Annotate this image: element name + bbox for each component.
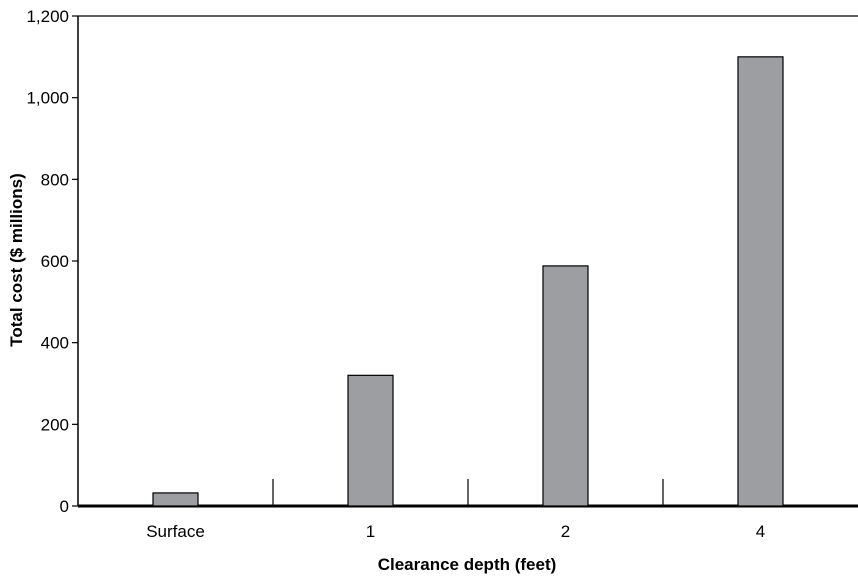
x-tick-label: 2: [561, 522, 570, 541]
y-tick-label: 0: [60, 497, 69, 516]
x-axis-title: Clearance depth (feet): [378, 555, 557, 574]
x-tick-label: 1: [366, 522, 375, 541]
y-tick-label: 600: [41, 252, 69, 271]
y-axis-ticks: 0 200 400 600 800 1,000 1,200: [26, 7, 78, 516]
y-tick-label: 1,200: [26, 7, 69, 26]
chart-bars: [152, 56, 784, 507]
y-tick-label: 1,000: [26, 89, 69, 108]
y-axis-title: Total cost ($ millions): [7, 173, 26, 346]
x-axis-ticks: Surface 1 2 4: [146, 479, 765, 541]
y-tick-label: 800: [41, 170, 69, 189]
bar-4: [737, 56, 784, 507]
bar-1: [347, 374, 394, 507]
x-tick-label: Surface: [146, 522, 205, 541]
bar-2: [542, 265, 589, 507]
x-tick-label: 4: [756, 522, 765, 541]
y-tick-label: 400: [41, 334, 69, 353]
y-tick-label: 200: [41, 415, 69, 434]
bar-surface: [152, 492, 199, 507]
